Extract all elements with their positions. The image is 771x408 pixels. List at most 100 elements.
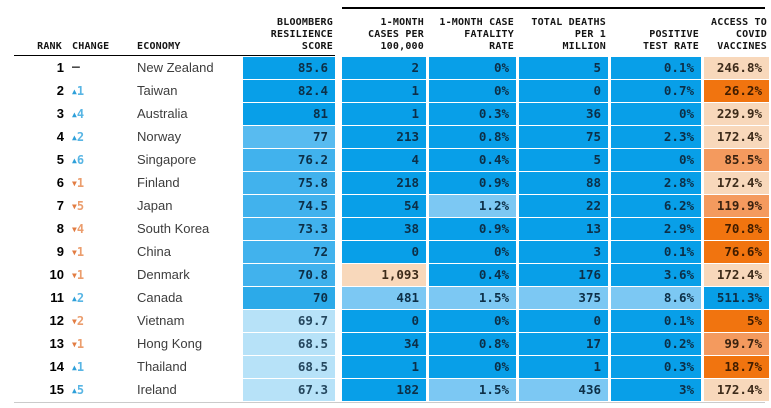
deaths-per-million-cell: 5 xyxy=(519,149,608,171)
rank-value: 5 xyxy=(56,152,64,167)
economy-name: South Korea xyxy=(137,221,210,236)
resilience-score-cell: 70.8 xyxy=(243,264,335,286)
rank-change: ▲1 xyxy=(67,356,115,378)
deaths-per-million-cell: 375 xyxy=(519,287,608,309)
vaccine-access-cell: 76.6% xyxy=(704,241,769,263)
cases-per-100k-cell: 213 xyxy=(342,126,426,148)
case-fatality-rate-cell: 0.9% xyxy=(429,218,516,240)
vaccine-access-cell: 18.7% xyxy=(704,356,769,378)
rank-value: 11 xyxy=(50,290,64,305)
rank-change: ▲5 xyxy=(67,379,115,401)
vaccine-access-cell: 172.4% xyxy=(704,172,769,194)
rank-change: ▲6 xyxy=(67,149,115,171)
top-rule-divider xyxy=(342,7,765,9)
vaccine-access-cell: 229.9% xyxy=(704,103,769,125)
deaths-per-million-cell: 3 xyxy=(519,241,608,263)
deaths-per-million-cell: 0 xyxy=(519,80,608,102)
cases-per-100k-cell: 38 xyxy=(342,218,426,240)
header-cases-per-100k: 1-MONTH CASES PER 100,000 xyxy=(368,17,424,52)
resilience-score-cell: 75.8 xyxy=(243,172,335,194)
rank-change: ▼1 xyxy=(67,241,115,263)
rank-change: ▲4 xyxy=(67,103,115,125)
cases-per-100k-cell: 54 xyxy=(342,195,426,217)
vaccine-access-cell: 246.8% xyxy=(704,57,769,79)
economy-name: Vietnam xyxy=(137,313,185,328)
rank-down-icon: ▼ xyxy=(72,271,77,280)
economy-name: Denmark xyxy=(137,267,190,282)
rank-change: ▼5 xyxy=(67,195,115,217)
case-fatality-rate-cell: 0% xyxy=(429,57,516,79)
cases-per-100k-cell: 34 xyxy=(342,333,426,355)
table-row: 10 ▼1 Denmark 70.8 1,093 0.4% 176 3.6% 1… xyxy=(0,264,771,286)
positive-test-rate-cell: 0.1% xyxy=(611,241,701,263)
positive-test-rate-cell: 0.1% xyxy=(611,57,701,79)
cases-per-100k-cell: 182 xyxy=(342,379,426,401)
positive-test-rate-cell: 3% xyxy=(611,379,701,401)
rank-value: 10 xyxy=(49,267,64,282)
positive-test-rate-cell: 2.9% xyxy=(611,218,701,240)
rank-value: 8 xyxy=(56,221,64,236)
rank-change: – xyxy=(72,60,80,75)
table-body: 1 – New Zealand 85.6 2 0% 5 0.1% 246.8% … xyxy=(0,57,771,401)
rank-down-icon: ▼ xyxy=(72,202,77,211)
table-row: 14 ▲1 Thailand 68.5 1 0% 1 0.3% 18.7% xyxy=(0,356,771,378)
rank-value: 15 xyxy=(49,382,64,397)
cases-per-100k-cell: 481 xyxy=(342,287,426,309)
rank-down-icon: ▼ xyxy=(72,317,77,326)
deaths-per-million-cell: 13 xyxy=(519,218,608,240)
header-deaths-per-million: TOTAL DEATHS PER 1 MILLION xyxy=(531,17,606,52)
cases-per-100k-cell: 0 xyxy=(342,241,426,263)
cases-per-100k-cell: 0 xyxy=(342,310,426,332)
rank-change-delta: 2 xyxy=(76,130,85,144)
economy-name: Norway xyxy=(137,129,182,144)
rank-up-icon: ▲ xyxy=(72,294,77,303)
case-fatality-rate-cell: 0.8% xyxy=(429,333,516,355)
rank-change: ▼1 xyxy=(67,172,115,194)
rank-down-icon: ▼ xyxy=(72,340,77,349)
economy-name: Hong Kong xyxy=(137,336,203,351)
positive-test-rate-cell: 2.8% xyxy=(611,172,701,194)
rank-value: 14 xyxy=(49,359,64,374)
rank-down-icon: ▼ xyxy=(72,248,77,257)
rank-change: ▲2 xyxy=(67,126,115,148)
vaccine-access-cell: 172.4% xyxy=(704,264,769,286)
rank-value: 12 xyxy=(49,313,64,328)
economy-name: Thailand xyxy=(137,359,187,374)
cases-per-100k-cell: 1,093 xyxy=(342,264,426,286)
resilience-score-cell: 67.3 xyxy=(243,379,335,401)
rank-value: 3 xyxy=(56,106,64,121)
case-fatality-rate-cell: 0.4% xyxy=(429,264,516,286)
resilience-score-cell: 77 xyxy=(243,126,335,148)
resilience-score-cell: 69.7 xyxy=(243,310,335,332)
rank-change: ▼1 xyxy=(67,264,115,286)
rank-change-delta: 2 xyxy=(76,314,85,328)
deaths-per-million-cell: 176 xyxy=(519,264,608,286)
deaths-per-million-cell: 75 xyxy=(519,126,608,148)
rank-change-delta: 1 xyxy=(76,337,85,351)
table-row: 2 ▲1 Taiwan 82.4 1 0% 0 0.7% 26.2% xyxy=(0,80,771,102)
rank-change-delta: 1 xyxy=(76,245,85,259)
rank-value: 7 xyxy=(56,198,64,213)
deaths-per-million-cell: 5 xyxy=(519,57,608,79)
rank-change-delta: 1 xyxy=(76,84,85,98)
deaths-per-million-cell: 22 xyxy=(519,195,608,217)
table-row: 9 ▼1 China 72 0 0% 3 0.1% 76.6% xyxy=(0,241,771,263)
table-row: 5 ▲6 Singapore 76.2 4 0.4% 5 0% 85.5% xyxy=(0,149,771,171)
rank-change-delta: 5 xyxy=(76,383,85,397)
rank-change-delta: 1 xyxy=(76,360,85,374)
economy-name: Finland xyxy=(137,175,180,190)
rank-value: 1 xyxy=(56,60,64,75)
rank-up-icon: ▲ xyxy=(72,110,77,119)
economy-name: Australia xyxy=(137,106,188,121)
table-row: 11 ▲2 Canada 70 481 1.5% 375 8.6% 511.3% xyxy=(0,287,771,309)
rank-change: ▲2 xyxy=(67,287,115,309)
vaccine-access-cell: 119.9% xyxy=(704,195,769,217)
cases-per-100k-cell: 218 xyxy=(342,172,426,194)
resilience-score-cell: 76.2 xyxy=(243,149,335,171)
case-fatality-rate-cell: 1.5% xyxy=(429,379,516,401)
rank-change-delta: 1 xyxy=(76,176,85,190)
positive-test-rate-cell: 0% xyxy=(611,149,701,171)
positive-test-rate-cell: 0.1% xyxy=(611,310,701,332)
positive-test-rate-cell: 2.3% xyxy=(611,126,701,148)
case-fatality-rate-cell: 0.3% xyxy=(429,103,516,125)
